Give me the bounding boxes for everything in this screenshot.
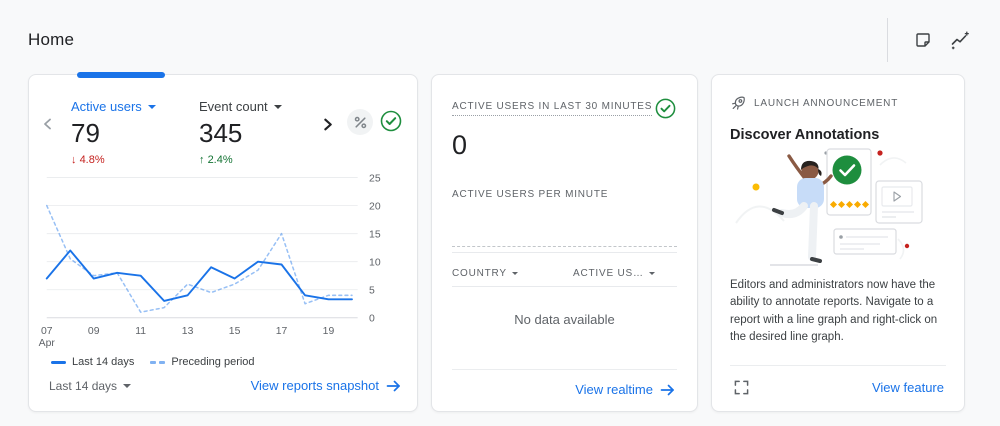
svg-text:10: 10 <box>369 257 381 268</box>
range-label: Last 14 days <box>49 378 118 393</box>
view-reports-snapshot-link[interactable]: View reports snapshot <box>251 378 401 393</box>
top-bar: Home <box>0 0 1000 74</box>
data-quality-check-icon[interactable] <box>654 97 677 120</box>
data-quality-check-icon[interactable] <box>379 109 403 133</box>
svg-text:25: 25 <box>369 173 381 184</box>
country-column-header[interactable]: COUNTRY <box>452 268 573 279</box>
link-label: View realtime <box>575 382 653 397</box>
percent-sampling-icon[interactable] <box>347 109 373 135</box>
star-rating <box>829 200 870 209</box>
announcement-eyebrow: LAUNCH ANNOUNCEMENT <box>754 97 899 109</box>
view-feature-link[interactable]: View feature <box>872 380 944 395</box>
active-users-30min-value: 0 <box>452 130 468 160</box>
column-label: ACTIVE US… <box>573 268 644 279</box>
media-card <box>875 180 923 224</box>
down-arrow-icon: ↓ <box>71 154 77 166</box>
column-label: COUNTRY <box>452 268 507 279</box>
svg-text:17: 17 <box>276 326 288 337</box>
legend-label: Last 14 days <box>72 356 135 368</box>
announcement-title: Discover Annotations <box>730 127 880 143</box>
change-value: 4.8% <box>79 154 105 166</box>
event-count-metric-selector[interactable]: Event count <box>199 99 282 114</box>
change-value: 2.4% <box>207 154 233 166</box>
realtime-title: ACTIVE USERS IN LAST 30 MINUTES <box>452 101 653 116</box>
overview-footer: Last 14 days View reports snapshot <box>29 368 417 411</box>
per-minute-label: ACTIVE USERS PER MINUTE <box>452 189 609 200</box>
svg-text:11: 11 <box>135 326 146 337</box>
view-realtime-link[interactable]: View realtime <box>575 382 675 397</box>
realtime-footer: View realtime <box>452 369 677 411</box>
chevron-down-icon <box>273 104 282 109</box>
customize-note-icon[interactable] <box>912 29 934 51</box>
legend-label: Preceding period <box>171 356 255 368</box>
announcement-body: Editors and administrators now have the … <box>730 279 938 343</box>
up-arrow-icon: ↑ <box>199 154 205 166</box>
red-dot <box>904 243 910 249</box>
realtime-header: ACTIVE USERS IN LAST 30 MINUTES <box>452 75 677 120</box>
overview-header: Active users 79 ↓ 4.8% Event count 345 <box>29 75 417 166</box>
review-card <box>826 148 872 216</box>
woman-figure <box>770 154 833 266</box>
comment-card <box>833 228 897 255</box>
announcement-header: LAUNCH ANNOUNCEMENT <box>730 75 946 111</box>
legend-item-preceding: Preceding period <box>150 356 255 368</box>
announcement-footer: View feature <box>730 365 946 411</box>
realtime-card: ACTIVE USERS IN LAST 30 MINUTES 0 ACTIVE… <box>431 74 698 412</box>
yellow-dot <box>752 183 760 191</box>
active-users-value: 79 <box>71 118 100 148</box>
date-range-selector[interactable]: Last 14 days <box>49 378 132 393</box>
active-tab-indicator <box>77 72 165 78</box>
svg-text:Apr: Apr <box>39 338 56 349</box>
legend-item-current: Last 14 days <box>51 356 134 368</box>
red-dot <box>877 150 883 156</box>
active-users-change: ↓ 4.8% <box>71 154 175 166</box>
prev-metrics-button[interactable] <box>39 115 57 133</box>
next-metrics-button[interactable] <box>318 115 337 134</box>
top-bar-actions <box>887 18 972 62</box>
insights-icon[interactable] <box>948 28 972 52</box>
page-title: Home <box>28 30 75 49</box>
chevron-down-icon <box>511 272 518 275</box>
right-arrow-icon <box>386 380 400 391</box>
chevron-down-icon <box>648 272 655 275</box>
cards-row: Active users 79 ↓ 4.8% Event count 345 <box>0 72 1000 412</box>
svg-text:5: 5 <box>369 286 375 297</box>
svg-text:15: 15 <box>229 326 241 337</box>
announcement-card: LAUNCH ANNOUNCEMENT Discover Annotations <box>711 74 965 412</box>
svg-text:09: 09 <box>88 326 100 337</box>
active-users-column-header[interactable]: ACTIVE US… <box>573 268 655 279</box>
link-label: View reports snapshot <box>250 378 379 393</box>
annotations-illustration <box>735 148 923 266</box>
svg-text:13: 13 <box>182 326 194 337</box>
metric-active-users: Active users 79 ↓ 4.8% <box>71 99 175 166</box>
chart-legend: Last 14 days Preceding period <box>29 350 417 368</box>
overview-card: Active users 79 ↓ 4.8% Event count 345 <box>28 72 418 412</box>
svg-text:0: 0 <box>369 314 375 325</box>
right-arrow-icon <box>660 384 674 395</box>
metric-label-text: Event count <box>199 99 268 114</box>
svg-text:07: 07 <box>41 326 53 337</box>
chevron-down-icon <box>123 383 132 388</box>
svg-text:20: 20 <box>369 201 381 212</box>
dashed-line-swatch <box>150 360 166 364</box>
metric-label-text: Active users <box>71 99 142 114</box>
chevron-down-icon <box>147 104 156 109</box>
solid-line-swatch <box>51 360 66 364</box>
link-label: View feature <box>871 380 944 395</box>
expand-icon[interactable] <box>732 378 751 397</box>
svg-text:15: 15 <box>369 229 381 240</box>
event-count-value: 345 <box>199 118 243 148</box>
rocket-icon <box>732 96 745 110</box>
metric-event-count: Event count 345 ↑ 2.4% <box>199 99 303 166</box>
header-divider <box>887 18 888 62</box>
realtime-bar-placeholder <box>452 246 677 253</box>
active-users-metric-selector[interactable]: Active users <box>71 99 156 114</box>
empty-state-message: No data available <box>514 312 615 327</box>
event-count-change: ↑ 2.4% <box>199 154 303 166</box>
green-check-badge <box>832 155 862 185</box>
svg-text:19: 19 <box>323 326 335 337</box>
realtime-table-header: COUNTRY ACTIVE US… <box>452 262 677 287</box>
